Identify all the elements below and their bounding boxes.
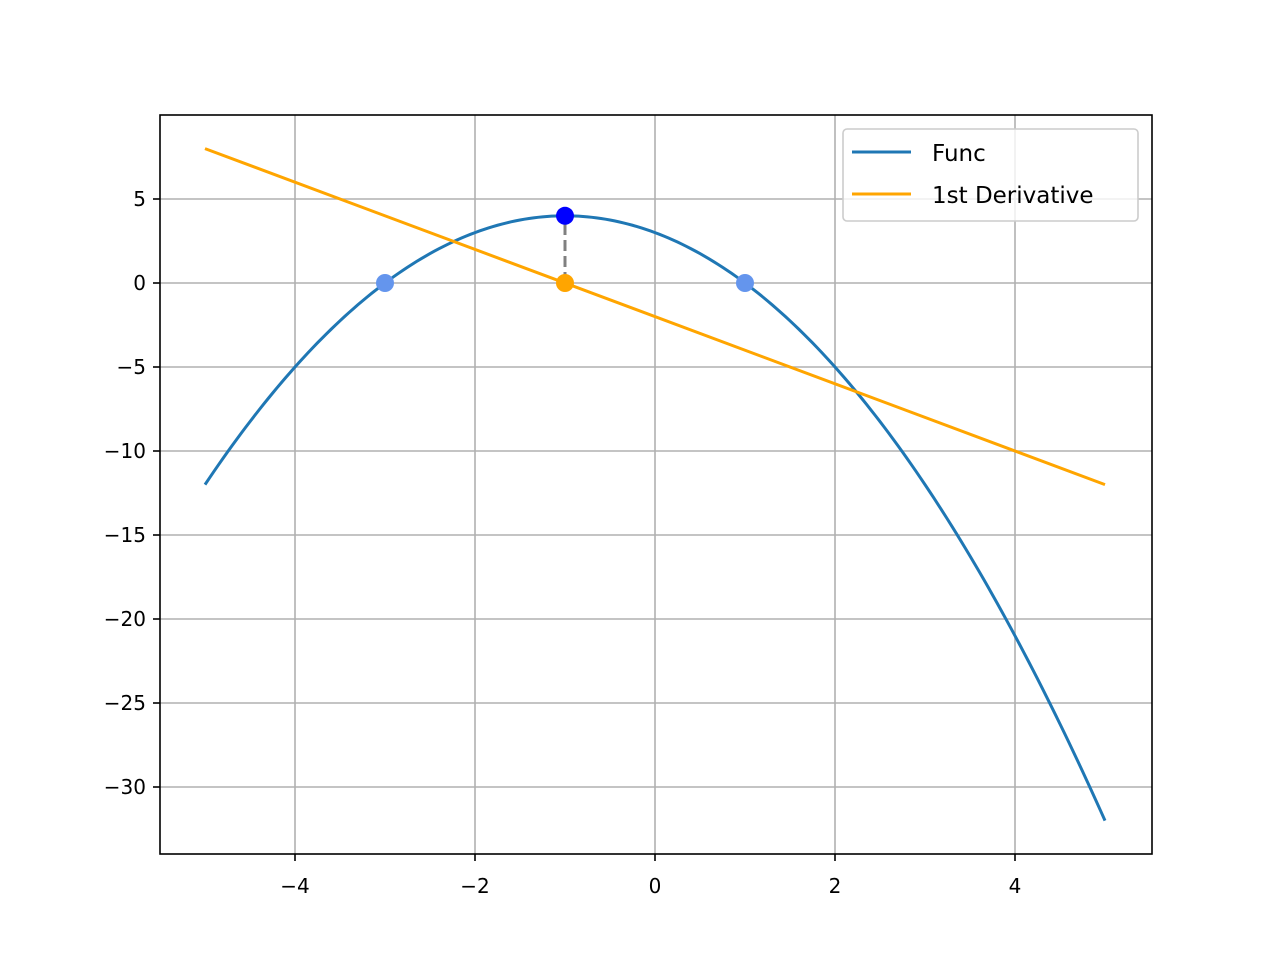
legend: Func 1st Derivative (842, 128, 1139, 222)
markers-group (376, 206, 754, 292)
marker-vertex (556, 206, 574, 225)
y-tick-label: −25 (104, 691, 146, 715)
y-axis: 5 0 −5 −10 −15 −20 −25 −30 (104, 187, 160, 799)
x-tick-label: −2 (460, 874, 489, 898)
legend-box (842, 128, 1139, 222)
x-tick-label: 2 (829, 874, 842, 898)
y-tick-label: −30 (104, 775, 146, 799)
plot-frame (159, 114, 1153, 855)
marker-derivative-zero (556, 274, 574, 292)
marker-root (376, 274, 394, 292)
legend-label-func: Func (932, 141, 986, 167)
x-tick-label: −4 (280, 874, 309, 898)
y-tick-label: −15 (104, 523, 146, 547)
series-derivative-line (204, 147, 1106, 487)
y-tick-label: 5 (133, 187, 146, 211)
y-tick-label: −10 (104, 439, 146, 463)
series-group (203, 147, 1107, 822)
x-tick-label: 0 (649, 874, 662, 898)
grid-lines (160, 115, 1152, 854)
y-tick-label: −5 (117, 355, 146, 379)
marker-root (736, 274, 754, 292)
series-func-line (203, 214, 1107, 822)
y-tick-label: 0 (133, 271, 146, 295)
x-tick-label: 4 (1009, 874, 1022, 898)
legend-label-derivative: 1st Derivative (932, 183, 1094, 209)
x-axis: −4 −2 0 2 4 (280, 854, 1021, 898)
y-tick-label: −20 (104, 607, 146, 631)
